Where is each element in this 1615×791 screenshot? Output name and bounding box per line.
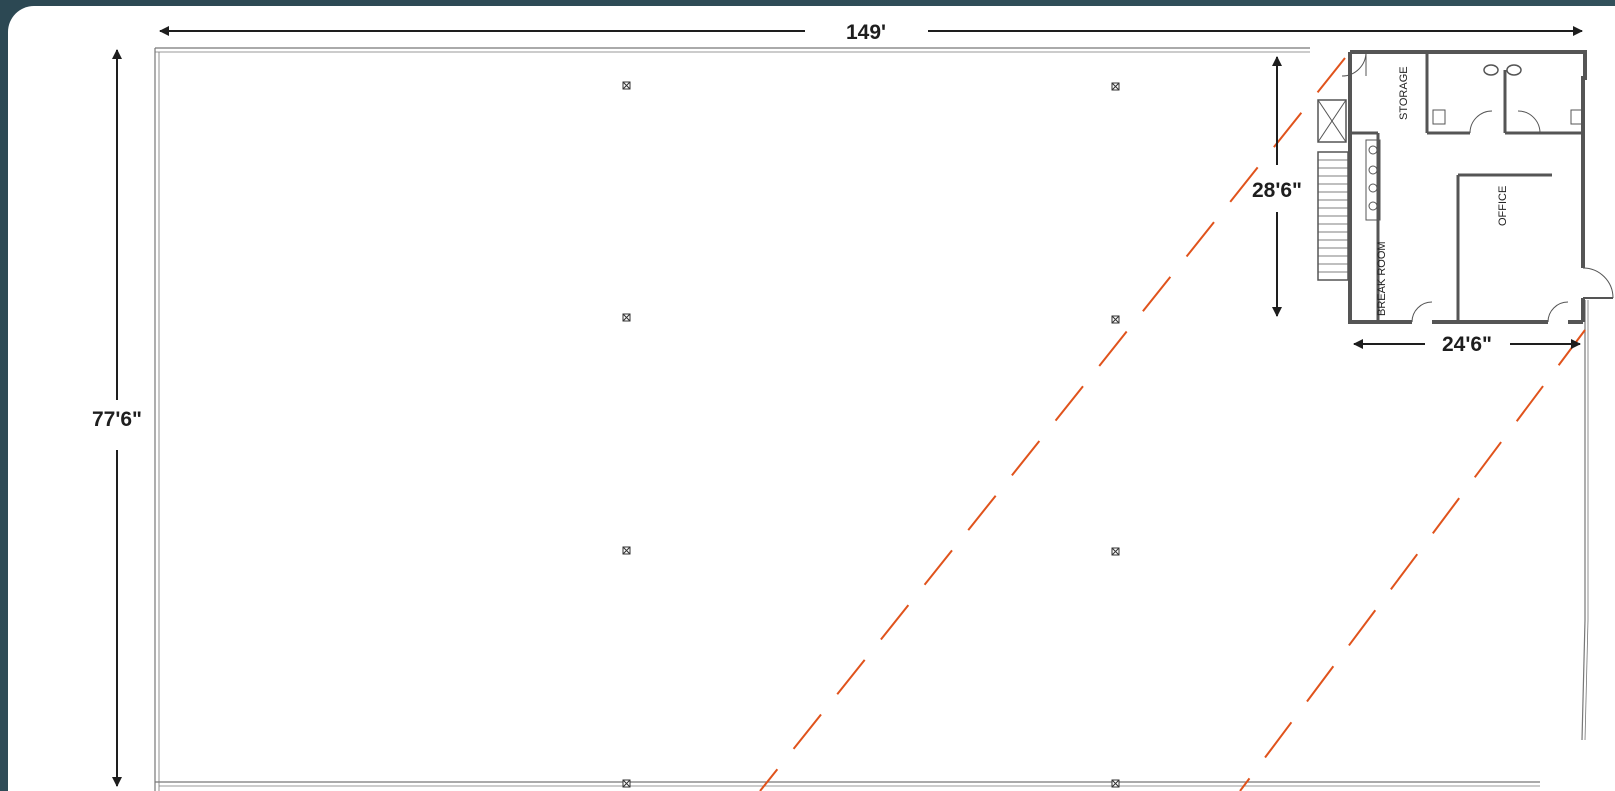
width-dimension-label: 149': [846, 21, 886, 44]
column-marker: [1111, 82, 1120, 91]
office-label: OFFICE: [1497, 186, 1509, 226]
dashed-line-right: [1239, 329, 1586, 791]
storage-label: STORAGE: [1398, 66, 1410, 120]
office-depth-dimension: 28'6": [1252, 56, 1302, 317]
column-markers: [622, 81, 1120, 788]
warehouse-outline: [154, 47, 1589, 791]
office-block: [1317, 50, 1614, 324]
office-depth-dimension-label: 28'6": [1252, 179, 1302, 202]
column-marker: [622, 546, 631, 555]
column-marker: [1111, 547, 1120, 556]
width-dimension: 149': [159, 21, 1583, 44]
break-room-label: BREAK ROOM: [1376, 241, 1388, 316]
dashed-line-left: [759, 57, 1346, 791]
column-marker: [622, 779, 631, 788]
column-marker: [622, 313, 631, 322]
room-labels: STORAGE OFFICE BREAK ROOM: [1376, 66, 1509, 316]
office-width-dimension-label: 24'6": [1442, 333, 1492, 356]
column-marker: [1111, 315, 1120, 324]
office-width-dimension: 24'6": [1353, 333, 1581, 356]
depth-dimension: 77'6": [92, 49, 142, 787]
depth-dimension-label: 77'6": [92, 408, 142, 431]
dashed-diagonal-lines: [759, 57, 1586, 791]
column-marker: [622, 81, 631, 90]
floor-plan-sheet: [8, 6, 1615, 791]
column-marker: [1111, 779, 1120, 788]
